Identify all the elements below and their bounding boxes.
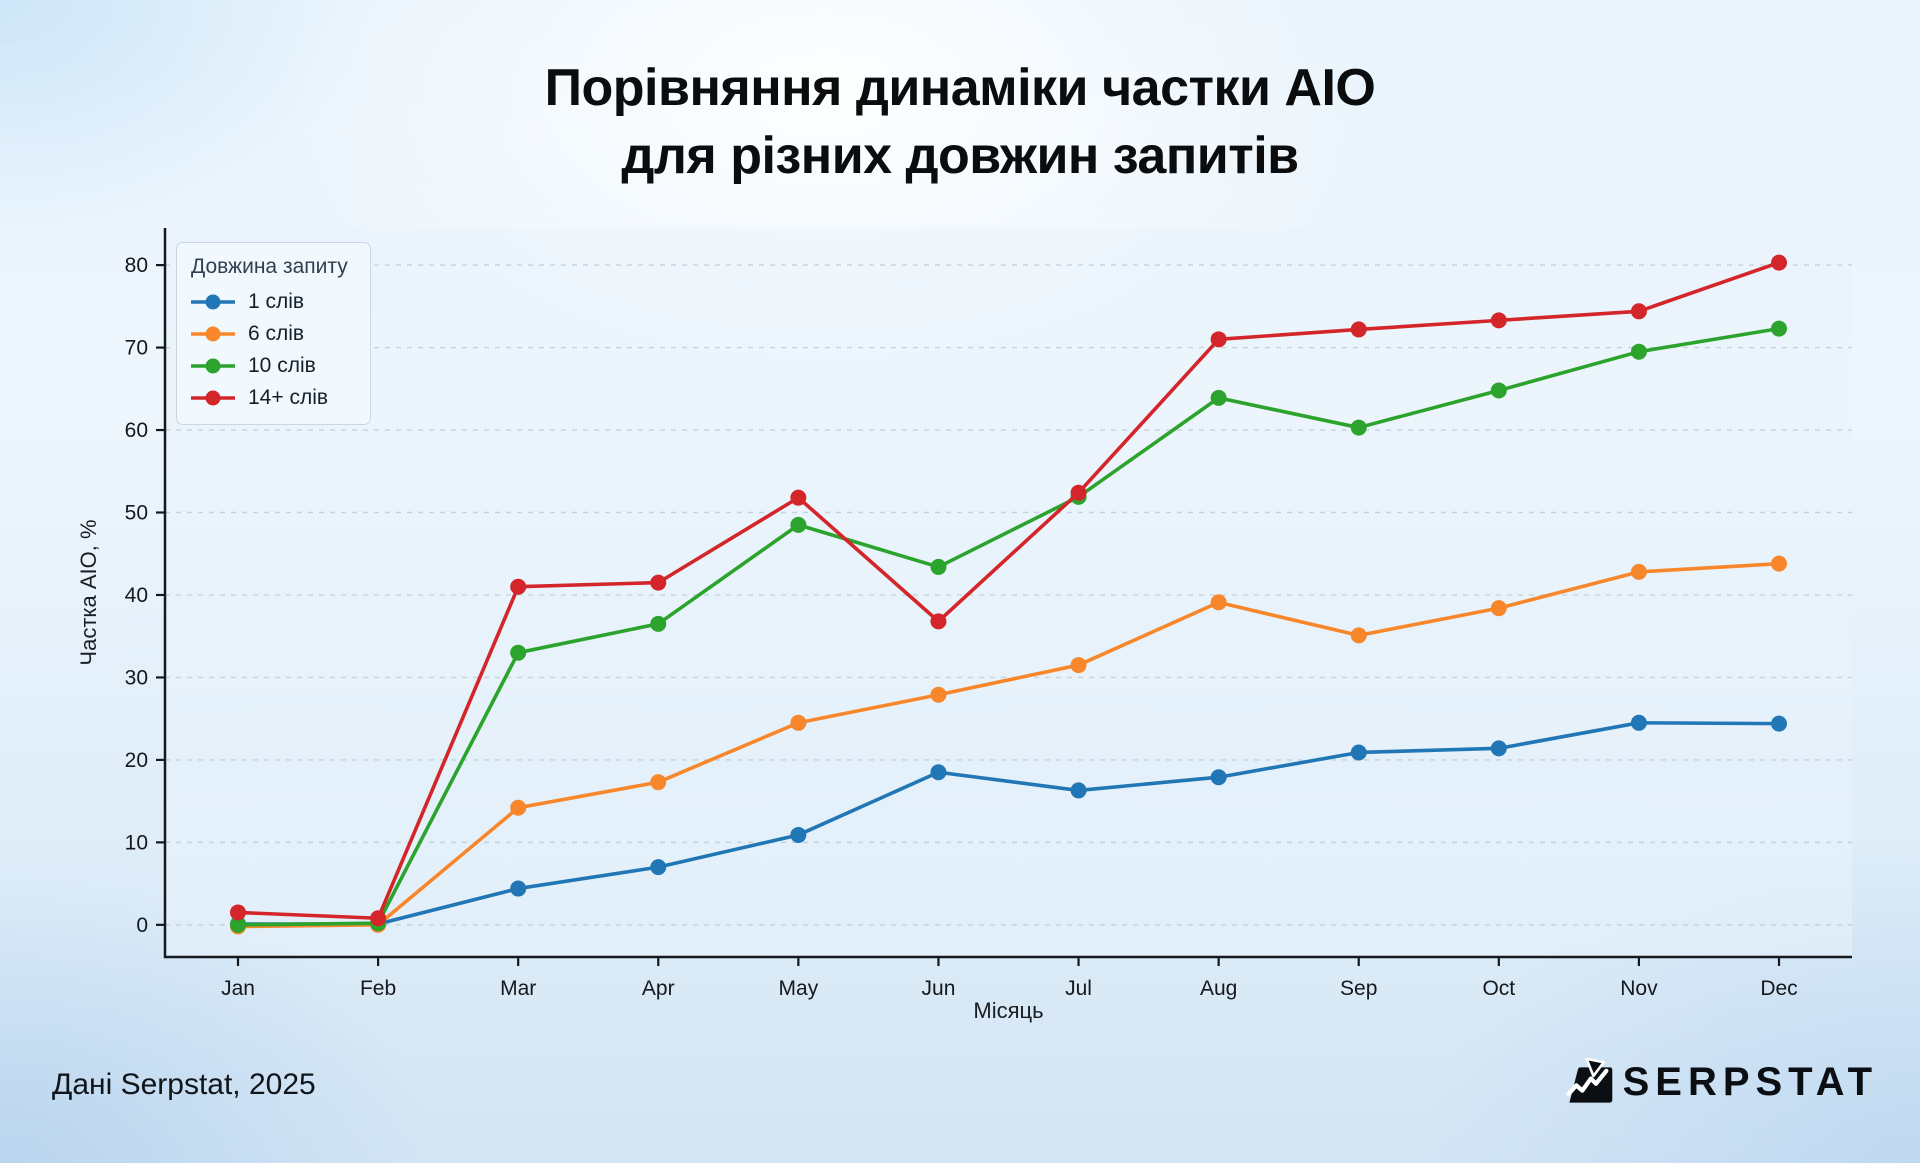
plot-area (165, 228, 1852, 957)
data-point (1210, 769, 1227, 786)
data-point (510, 880, 527, 897)
data-source-note: Дані Serpstat, 2025 (52, 1068, 316, 1101)
legend-title: Довжина запиту (191, 255, 348, 278)
data-point (510, 799, 527, 816)
series-line-14+ слів (236, 260, 1781, 921)
data-point (1771, 320, 1787, 337)
data-point (790, 826, 807, 843)
data-point (930, 613, 947, 630)
data-point (1350, 321, 1367, 338)
x-tick-label: Mar (500, 977, 536, 1000)
data-point (650, 574, 667, 591)
x-axis-label: Місяць (973, 998, 1043, 1023)
data-point (790, 714, 807, 731)
data-point (930, 686, 947, 703)
x-tick-label: Jun (922, 977, 956, 1000)
serpstat-logo-icon (1566, 1058, 1612, 1103)
data-point (1490, 740, 1507, 757)
data-point (650, 615, 667, 632)
data-point (510, 644, 527, 661)
data-point (650, 859, 667, 876)
x-tick-label: Dec (1760, 977, 1797, 1000)
data-point (1210, 389, 1227, 406)
y-tick-label: 50 (125, 502, 148, 525)
y-tick-label: 20 (125, 749, 148, 772)
data-point (1490, 382, 1507, 399)
data-point (790, 516, 807, 533)
data-point (1771, 254, 1787, 271)
x-tick-label: Aug (1200, 977, 1237, 1000)
data-point (1210, 331, 1227, 348)
x-tick-label: May (779, 977, 819, 1000)
legend-item: 14+ слів (190, 382, 358, 414)
data-point (1350, 419, 1367, 436)
legend-marker (191, 294, 235, 310)
data-point (230, 904, 246, 921)
data-point (650, 774, 667, 791)
legend-item-label: 10 слів (248, 354, 316, 377)
y-tick-label: 0 (136, 914, 148, 937)
x-tick-label: Oct (1482, 977, 1515, 1000)
data-point (230, 916, 246, 933)
y-tick-label: 30 (125, 666, 148, 689)
x-tick-label: Nov (1620, 977, 1658, 1000)
data-point (1070, 484, 1087, 501)
data-point (790, 489, 807, 506)
series-line-10 слів (236, 326, 1781, 927)
data-point (1350, 744, 1367, 761)
chart-title-line1: Порівняння динаміки частки AIO (544, 59, 1376, 117)
data-point (1630, 303, 1647, 320)
data-point (1630, 343, 1647, 360)
data-point (1210, 594, 1227, 611)
x-tick-label: Jul (1065, 977, 1092, 1000)
x-tick-label: Jan (221, 977, 255, 1000)
axis-spines (163, 228, 1852, 959)
data-point (510, 578, 527, 595)
legend: Довжина запиту 1 слів 6 слів 10 слів 14+… (176, 242, 371, 425)
data-point (1630, 714, 1647, 731)
data-point (1490, 312, 1507, 329)
x-tick-label: Feb (360, 977, 396, 1000)
legend-item-label: 1 слів (248, 290, 305, 313)
legend-marker (191, 326, 235, 342)
y-tick-label: 40 (125, 584, 148, 607)
x-tick-label: Sep (1340, 977, 1377, 1000)
legend-marker (191, 390, 235, 406)
x-tick-label: Apr (642, 977, 675, 1000)
series-line-6 слів (236, 561, 1781, 929)
chart-title-line2: для різних довжин запитів (621, 127, 1299, 185)
legend-item: 6 слів (190, 318, 358, 350)
legend-items: 1 слів 6 слів 10 слів 14+ слів (190, 286, 358, 414)
legend-item-label: 14+ слів (248, 386, 329, 409)
y-tick-label: 60 (125, 419, 148, 442)
data-point (1490, 600, 1507, 617)
data-point (1070, 782, 1087, 799)
data-point (1630, 563, 1647, 580)
serpstat-logo: SERPSTAT (1566, 1058, 1878, 1106)
chart-title: Порівняння динаміки частки AIO для різни… (0, 54, 1920, 190)
y-tick-label: 80 (125, 254, 148, 277)
legend-item: 1 слів (190, 286, 358, 318)
data-point (930, 764, 947, 781)
series-line-1 слів (236, 720, 1781, 926)
y-tick-label: 10 (125, 831, 148, 854)
data-point (1771, 555, 1787, 572)
legend-item-label: 6 слів (248, 322, 305, 345)
data-point (930, 558, 947, 575)
data-point (1070, 657, 1087, 674)
data-point (1350, 627, 1367, 644)
y-tick-label: 70 (125, 337, 148, 360)
legend-marker (191, 358, 235, 374)
data-point (1771, 715, 1787, 732)
serpstat-logo-text: SERPSTAT (1622, 1059, 1878, 1104)
data-point (370, 910, 387, 927)
y-axis-label: Частка AIO, % (76, 519, 101, 665)
legend-item: 10 слів (190, 350, 358, 382)
